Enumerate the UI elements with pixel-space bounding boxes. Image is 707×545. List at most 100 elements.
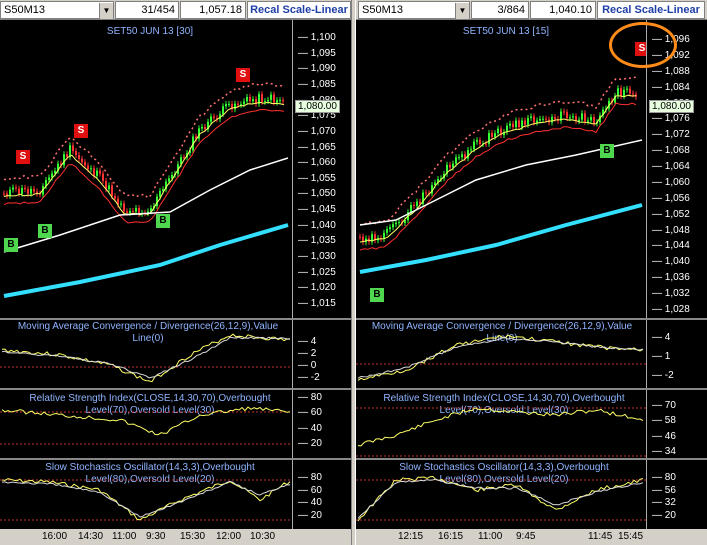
right-toolbar: S50M13 ▼ 3/864 1,040.10 Recal Scale-Linea… xyxy=(356,0,707,20)
left-macd-axis: — 4— 2— 0— -2 xyxy=(292,320,351,388)
candle-body xyxy=(27,189,29,194)
candle-body xyxy=(521,120,523,128)
candle-body xyxy=(204,126,206,130)
candle-body xyxy=(69,145,71,157)
candle-body xyxy=(371,234,373,242)
axis-tick-label: — 1,055 xyxy=(298,172,336,184)
buy-signal-marker[interactable]: B xyxy=(600,144,614,158)
candle-body xyxy=(273,94,275,103)
buy-signal-marker[interactable]: B xyxy=(156,214,170,228)
buy-signal-marker[interactable]: B xyxy=(4,238,18,252)
ema-fast-line xyxy=(3,101,285,216)
candle-body xyxy=(383,232,385,239)
candle-body xyxy=(99,170,101,174)
axis-tick-label: — 34 xyxy=(652,446,676,457)
left-rsi-title: Relative Strength Index(CLOSE,14,30,70),… xyxy=(29,393,271,416)
candle-body xyxy=(135,208,137,212)
left-symbol-select[interactable]: S50M13 ▼ xyxy=(0,1,114,19)
chevron-down-icon[interactable]: ▼ xyxy=(455,3,469,19)
right-symbol-select[interactable]: S50M13 ▼ xyxy=(358,1,470,19)
candle-body xyxy=(626,88,628,90)
candle-body xyxy=(111,185,113,197)
left-stochastic-panel[interactable]: Slow Stochastics Oscillator(14,3,3),Over… xyxy=(0,460,292,529)
candle-body xyxy=(165,181,167,190)
chevron-down-icon[interactable]: ▼ xyxy=(99,3,113,19)
candle-body xyxy=(422,192,424,204)
pane-splitter[interactable] xyxy=(351,0,356,545)
candle-body xyxy=(180,157,182,165)
candle-body xyxy=(201,126,203,129)
left-price-chart[interactable]: SET50 JUN 13 [30] S S S B B B xyxy=(0,20,292,318)
sell-signal-marker[interactable]: S xyxy=(74,124,88,138)
right-time-axis: 12:15 16:15 11:00 9:45 11:45 15:45 xyxy=(356,529,707,545)
time-label: 16:15 xyxy=(438,531,464,542)
right-macd-panel[interactable]: Moving Average Convergence / Divergence(… xyxy=(356,320,646,388)
buy-signal-marker[interactable]: B xyxy=(38,224,52,238)
candle-body xyxy=(362,236,364,243)
axis-tick-label: — 1,032 xyxy=(652,288,690,300)
right-price-axis[interactable]: — 1,096— 1,092— 1,088— 1,084— 1,080— 1,0… xyxy=(646,20,707,318)
sell-signal-marker[interactable]: S xyxy=(236,68,250,82)
left-recal-scale-button[interactable]: Recal Scale-Linear xyxy=(247,1,351,19)
candle-body xyxy=(240,104,242,106)
candle-body xyxy=(515,120,517,128)
axis-tick-label: — 40 xyxy=(298,497,322,509)
candle-body xyxy=(258,94,260,104)
candle-body xyxy=(416,201,418,206)
axis-tick-label: — 1,040 xyxy=(652,256,690,268)
candle-body xyxy=(479,140,481,145)
candle-body xyxy=(138,208,140,214)
candle-body xyxy=(452,163,454,168)
candle-body xyxy=(3,193,5,195)
candle-body xyxy=(581,113,583,120)
axis-tick-label: — 1,095 xyxy=(298,47,336,59)
axis-tick-label: — 1,084 xyxy=(652,81,690,93)
axis-tick-label: — 1,072 xyxy=(652,129,690,141)
candle-body xyxy=(90,168,92,170)
candle-body xyxy=(282,100,284,102)
candle-body xyxy=(249,97,251,102)
candle-body xyxy=(497,128,499,134)
candle-body xyxy=(410,205,412,213)
right-price-svg xyxy=(359,76,643,274)
candle-body xyxy=(30,188,32,194)
right-recal-scale-button[interactable]: Recal Scale-Linear xyxy=(597,1,705,19)
candle-body xyxy=(449,164,451,168)
candle-body xyxy=(195,136,197,139)
candle-body xyxy=(419,201,421,204)
buy-signal-marker[interactable]: B xyxy=(370,288,384,302)
right-sto-title: Slow Stochastics Oscillator(14,3,3),Over… xyxy=(399,462,609,485)
axis-tick-label: — 1,050 xyxy=(298,188,336,200)
axis-tick-label: — 4 xyxy=(298,336,317,347)
candle-body xyxy=(75,151,77,155)
right-rsi-panel[interactable]: Relative Strength Index(CLOSE,14,30,70),… xyxy=(356,390,646,458)
candle-body xyxy=(207,121,209,130)
axis-tick-label: — 1,036 xyxy=(652,272,690,284)
candle-body xyxy=(21,187,23,194)
left-rsi-panel[interactable]: Relative Strength Index(CLOSE,14,30,70),… xyxy=(0,390,292,458)
candle-body xyxy=(84,162,86,166)
trend-line xyxy=(359,203,643,274)
left-macd-panel[interactable]: Moving Average Convergence / Divergence(… xyxy=(0,320,292,388)
time-label: 16:00 xyxy=(42,531,68,542)
axis-tick-label: — 1,070 xyxy=(298,125,336,137)
candle-body xyxy=(542,118,544,120)
candle-body xyxy=(219,114,221,120)
candle-body xyxy=(530,116,532,118)
left-price-axis[interactable]: — 1,100— 1,095— 1,090— 1,085— 1,080— 1,0… xyxy=(292,20,351,318)
candle-body xyxy=(222,106,224,115)
candle-body xyxy=(9,189,11,196)
candle-body xyxy=(539,118,541,121)
trend-line xyxy=(3,223,289,298)
time-label: 11:45 xyxy=(588,531,613,542)
axis-tick-label: — 1,085 xyxy=(298,78,336,90)
candle-body xyxy=(524,120,526,125)
right-stochastic-panel[interactable]: Slow Stochastics Oscillator(14,3,3),Over… xyxy=(356,460,646,529)
sell-signal-marker[interactable]: S xyxy=(16,150,30,164)
left-symbol-value: S50M13 xyxy=(4,4,45,16)
time-label: 12:00 xyxy=(216,531,242,542)
candle-body xyxy=(123,203,125,212)
axis-tick-label: — 1,088 xyxy=(652,65,690,77)
candle-body xyxy=(632,93,634,95)
